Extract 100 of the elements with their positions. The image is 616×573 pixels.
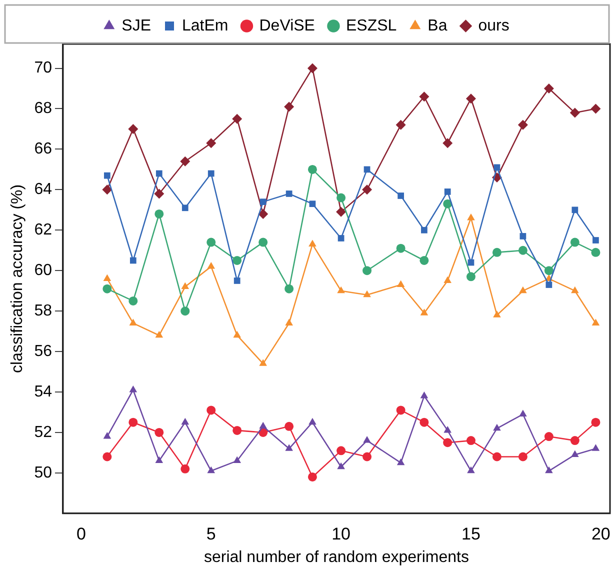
x-tick-label: 15 xyxy=(462,524,480,544)
point xyxy=(546,282,552,288)
point xyxy=(444,188,451,195)
legend-label: SJE xyxy=(122,17,151,34)
point xyxy=(337,462,345,470)
point xyxy=(154,188,164,199)
point xyxy=(103,432,112,439)
y-tick-label: 50 xyxy=(34,464,52,482)
point xyxy=(396,406,406,415)
point xyxy=(518,120,528,130)
x-tick-label: 0 xyxy=(76,524,86,544)
point xyxy=(232,114,242,124)
y-tick-label: 60 xyxy=(34,262,52,280)
point xyxy=(308,164,317,174)
legend-label: ESZSL xyxy=(346,17,397,34)
point xyxy=(492,248,502,257)
point xyxy=(518,452,528,462)
point xyxy=(444,426,452,433)
x-tick-label: 10 xyxy=(332,524,351,544)
point xyxy=(466,436,476,446)
point xyxy=(181,418,190,425)
point xyxy=(181,282,190,290)
y-tick-label: 70 xyxy=(34,60,52,77)
point xyxy=(180,306,190,316)
y-tick-label: 64 xyxy=(34,181,52,198)
y-tick-label: 68 xyxy=(34,100,52,118)
point xyxy=(102,184,112,195)
point xyxy=(570,238,580,247)
point xyxy=(128,124,138,134)
y-tick-label: 52 xyxy=(34,424,52,441)
point xyxy=(206,238,216,247)
point xyxy=(520,233,526,240)
point xyxy=(128,296,138,306)
x-tick-label: 20 xyxy=(591,524,610,544)
point xyxy=(362,184,372,195)
point xyxy=(154,428,164,437)
point xyxy=(519,410,527,417)
point xyxy=(493,310,501,318)
point xyxy=(207,466,216,474)
point xyxy=(285,444,293,451)
point xyxy=(336,446,346,456)
point xyxy=(258,208,268,219)
point xyxy=(443,438,452,448)
point xyxy=(130,257,136,264)
point xyxy=(284,284,294,294)
point xyxy=(590,104,601,114)
point xyxy=(258,238,268,247)
point xyxy=(154,209,164,218)
point xyxy=(592,237,599,244)
point xyxy=(396,458,405,466)
legend-label: LatEm xyxy=(182,17,228,34)
point xyxy=(466,94,476,104)
point xyxy=(396,280,405,288)
point xyxy=(180,464,190,474)
point xyxy=(362,452,372,462)
y-axis-title: classification accuracy (%) xyxy=(9,184,26,373)
point xyxy=(420,256,429,265)
point xyxy=(232,256,242,265)
point xyxy=(180,156,190,166)
point xyxy=(156,170,162,177)
point xyxy=(493,424,501,431)
point xyxy=(544,266,554,276)
point xyxy=(570,108,580,118)
point xyxy=(207,262,216,269)
point xyxy=(128,418,138,427)
point xyxy=(129,385,138,392)
point xyxy=(206,138,216,148)
point xyxy=(420,392,428,398)
legend-label: Ba xyxy=(428,17,448,34)
point xyxy=(362,266,372,276)
point xyxy=(396,244,406,253)
point xyxy=(102,284,112,294)
point xyxy=(571,286,579,294)
point xyxy=(233,456,241,464)
point xyxy=(442,138,453,148)
point xyxy=(336,193,346,202)
point xyxy=(419,92,430,102)
y-tick-label: 58 xyxy=(34,302,52,320)
point xyxy=(467,214,475,220)
point xyxy=(591,248,600,257)
point xyxy=(494,164,500,171)
point xyxy=(591,418,600,427)
point xyxy=(571,450,579,457)
point xyxy=(572,206,578,214)
point xyxy=(155,456,164,464)
point xyxy=(206,406,216,415)
point xyxy=(396,120,406,130)
point xyxy=(336,206,346,217)
point xyxy=(308,418,316,425)
x-tick-label: 5 xyxy=(206,524,216,544)
point xyxy=(284,422,294,431)
point xyxy=(286,190,292,197)
point xyxy=(259,422,267,429)
point xyxy=(102,452,112,462)
point xyxy=(363,436,371,443)
point xyxy=(545,466,553,474)
point xyxy=(234,278,240,284)
point xyxy=(592,444,600,451)
point xyxy=(285,318,293,326)
point xyxy=(570,436,580,446)
